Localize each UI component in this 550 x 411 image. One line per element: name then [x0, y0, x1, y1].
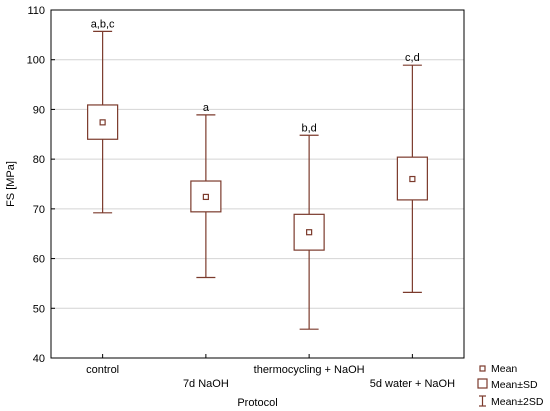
- legend-2sd-icon: [479, 395, 486, 407]
- x-tick-label: thermocycling + NaOH: [254, 364, 365, 376]
- boxes: a,b,c a b,d c,d: [87, 18, 428, 330]
- mean-marker: [99, 119, 106, 126]
- x-axis-label: Protocol: [237, 397, 277, 409]
- y-tick-label: 40: [33, 353, 45, 365]
- x-tick-label: 5d water + NaOH: [370, 378, 455, 390]
- box-group: a: [190, 102, 222, 279]
- legend-mean-label: Mean: [491, 363, 517, 375]
- legend: Mean Mean±SD Mean±2SD: [477, 363, 544, 408]
- x-axis-ticks: control 7d NaOH thermocycling + NaOH 5d wat…: [86, 354, 455, 390]
- legend-sd-label: Mean±SD: [491, 379, 538, 391]
- y-axis-ticks: 40 50 60 70 80 90 100 110: [27, 5, 55, 365]
- legend-mean-icon: [479, 365, 486, 372]
- legend-sd-icon: [477, 378, 488, 389]
- y-tick-label: 90: [33, 104, 45, 116]
- x-tick-label: control: [86, 364, 119, 376]
- box-group: a,b,c: [87, 18, 119, 214]
- mean-marker: [306, 229, 313, 236]
- significance-annotation: a,b,c: [91, 18, 115, 30]
- box-group: c,d: [396, 52, 428, 293]
- mean-marker: [202, 193, 209, 201]
- y-tick-label: 70: [33, 204, 45, 216]
- box-group: b,d: [293, 122, 325, 330]
- y-tick-label: 80: [33, 154, 45, 166]
- y-tick-label: 110: [27, 5, 45, 17]
- significance-annotation: b,d: [301, 122, 316, 134]
- y-tick-label: 100: [27, 55, 45, 67]
- y-axis-label: FS [MPa]: [5, 161, 17, 207]
- x-tick-label: 7d NaOH: [183, 378, 229, 390]
- grid-lines: [51, 59, 464, 309]
- y-tick-label: 50: [33, 303, 45, 315]
- y-tick-label: 60: [33, 254, 45, 266]
- significance-annotation: a: [203, 102, 210, 114]
- legend-2sd-label: Mean±2SD: [491, 396, 544, 408]
- mean-marker: [409, 175, 416, 183]
- significance-annotation: c,d: [405, 52, 420, 64]
- plot-frame: [50, 9, 465, 359]
